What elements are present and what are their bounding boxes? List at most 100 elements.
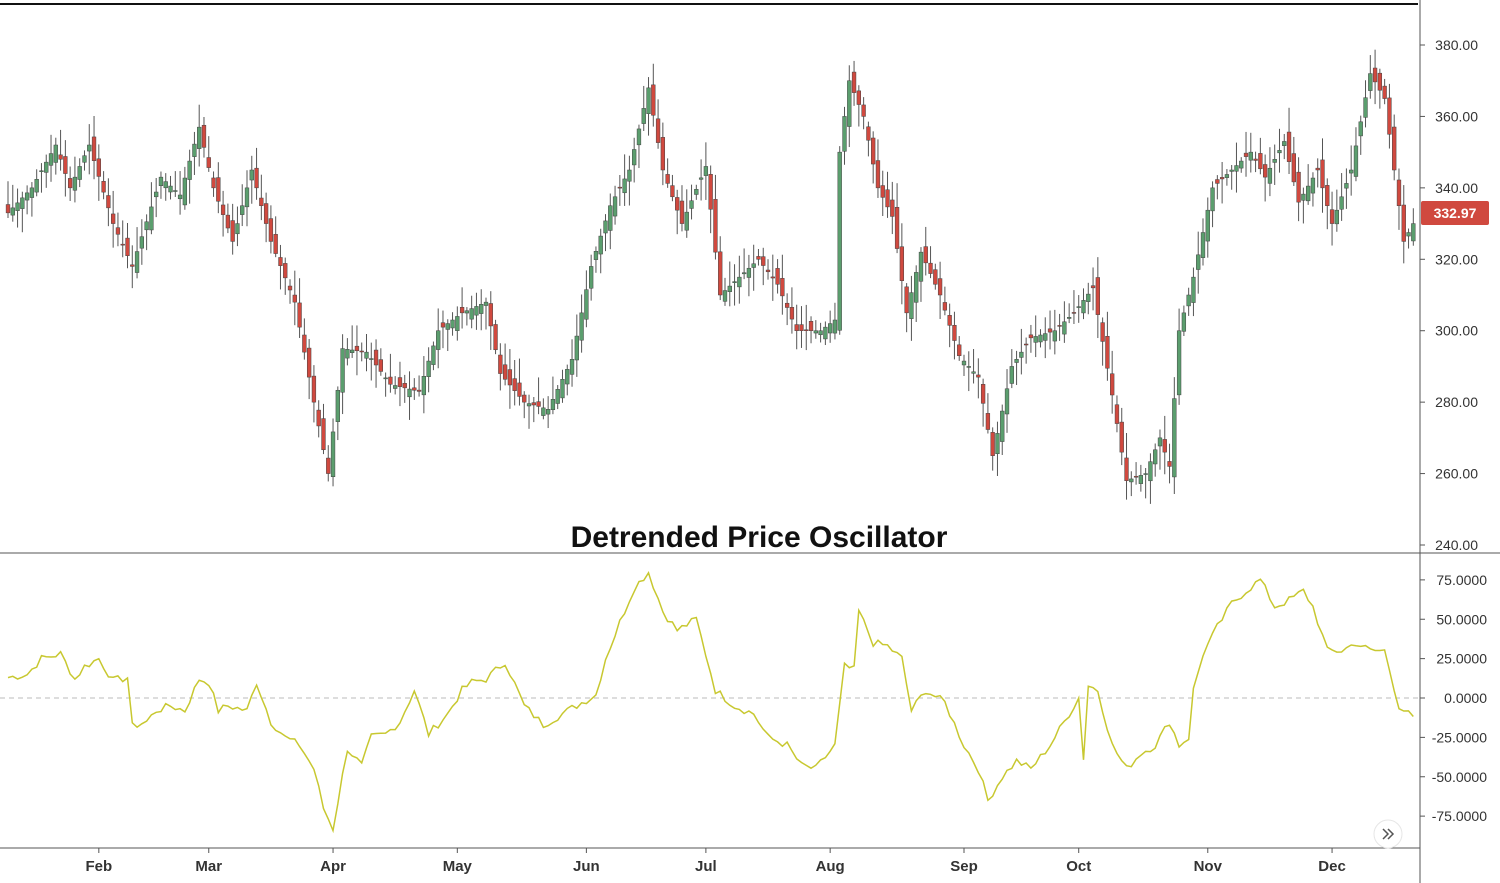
candle-down bbox=[206, 157, 211, 168]
candle-down bbox=[1401, 204, 1406, 242]
candle-down bbox=[794, 324, 799, 331]
candle-down bbox=[665, 174, 670, 184]
candle-down bbox=[283, 263, 288, 279]
candle-down bbox=[5, 204, 11, 214]
candle-up bbox=[746, 267, 752, 278]
candle-up bbox=[455, 316, 460, 331]
candle-up bbox=[593, 251, 599, 260]
candle-down bbox=[63, 156, 68, 174]
candle-up bbox=[244, 187, 250, 208]
candle-up bbox=[134, 251, 140, 273]
candle-up bbox=[1406, 232, 1411, 237]
candle-up bbox=[1014, 359, 1019, 363]
candle-down bbox=[101, 181, 106, 193]
candle-up bbox=[1306, 185, 1311, 202]
candle-up bbox=[823, 326, 828, 340]
candle-down bbox=[522, 394, 527, 403]
candle-up bbox=[1157, 437, 1163, 447]
x-tick-label: Aug bbox=[816, 858, 845, 875]
candle-up bbox=[598, 235, 603, 255]
candle-up bbox=[1191, 276, 1196, 303]
x-tick-label: May bbox=[443, 858, 473, 875]
candle-down bbox=[799, 324, 804, 331]
candle-down bbox=[780, 278, 785, 297]
candle-up bbox=[249, 169, 254, 181]
candle-down bbox=[459, 307, 465, 314]
candle-down bbox=[1105, 336, 1110, 369]
candle-down bbox=[866, 126, 871, 141]
candle-down bbox=[302, 334, 307, 353]
candle-down bbox=[937, 278, 943, 296]
candle-down bbox=[952, 325, 957, 341]
candle-down bbox=[1119, 421, 1124, 453]
candle-up bbox=[1363, 97, 1368, 118]
candle-up bbox=[1267, 167, 1273, 184]
candle-down bbox=[440, 322, 446, 328]
candle-up bbox=[1234, 165, 1239, 172]
candle-up bbox=[565, 369, 570, 385]
candle-down bbox=[1372, 67, 1378, 83]
candle-down bbox=[507, 369, 513, 386]
candle-down bbox=[412, 387, 417, 391]
candle-up bbox=[684, 211, 689, 231]
candle-down bbox=[617, 186, 622, 189]
candle-up bbox=[1148, 461, 1153, 482]
candle-up bbox=[961, 360, 967, 366]
candle-up bbox=[1224, 174, 1230, 178]
candle-down bbox=[765, 269, 771, 273]
candle-down bbox=[402, 383, 407, 389]
candle-up bbox=[1172, 398, 1177, 478]
dpo-series-line bbox=[7, 571, 1414, 834]
scroll-forward-button[interactable] bbox=[1373, 819, 1403, 849]
candle-down bbox=[201, 124, 207, 148]
candle-up bbox=[1086, 293, 1091, 302]
candle-up bbox=[34, 179, 39, 193]
candle-down bbox=[1296, 171, 1301, 203]
candle-up bbox=[1210, 187, 1215, 212]
candle-up bbox=[909, 292, 914, 319]
candle-up bbox=[622, 178, 627, 194]
candle-up bbox=[163, 181, 168, 189]
candle-up bbox=[646, 87, 651, 114]
candle-up bbox=[1310, 177, 1316, 194]
candle-down bbox=[91, 136, 97, 161]
last-price-label: 332.97 bbox=[1434, 205, 1477, 221]
candle-up bbox=[350, 349, 355, 353]
candle-up bbox=[1143, 473, 1148, 475]
candle-down bbox=[388, 376, 393, 385]
x-tick-label: Apr bbox=[320, 858, 346, 875]
candle-up bbox=[1043, 333, 1048, 341]
candle-down bbox=[1110, 373, 1115, 396]
candle-up bbox=[187, 160, 192, 180]
x-tick-label: Jul bbox=[695, 858, 717, 875]
candle-up bbox=[1349, 169, 1354, 174]
candle-up bbox=[44, 161, 49, 173]
candle-down bbox=[512, 378, 517, 391]
candle-up bbox=[393, 385, 398, 389]
candle-down bbox=[660, 137, 666, 171]
candle-down bbox=[220, 204, 226, 215]
candle-down bbox=[125, 237, 130, 256]
candle-up bbox=[560, 379, 565, 399]
candle-up bbox=[340, 348, 345, 393]
candle-down bbox=[354, 345, 360, 351]
candle-up bbox=[636, 128, 642, 146]
candle-up bbox=[526, 403, 532, 407]
candle-up bbox=[48, 153, 54, 166]
x-tick-label: Jun bbox=[573, 858, 600, 875]
candle-up bbox=[813, 330, 818, 334]
candle-down bbox=[1392, 126, 1397, 171]
candle-up bbox=[1153, 449, 1158, 465]
candle-down bbox=[1377, 72, 1383, 91]
candle-up bbox=[10, 207, 15, 216]
price-axis: 380.00 360.00 340.00 320.00 300.00 280.00 260.… bbox=[1420, 37, 1478, 553]
candle-up bbox=[727, 285, 732, 292]
candle-up bbox=[192, 143, 197, 157]
candle-down bbox=[1382, 85, 1387, 99]
candle-down bbox=[985, 413, 991, 430]
candle-down bbox=[713, 199, 718, 253]
oscillator-tick-label: 25.0000 bbox=[1436, 651, 1487, 667]
candle-up bbox=[698, 177, 704, 180]
candle-down bbox=[679, 200, 685, 224]
candle-up bbox=[450, 319, 455, 329]
